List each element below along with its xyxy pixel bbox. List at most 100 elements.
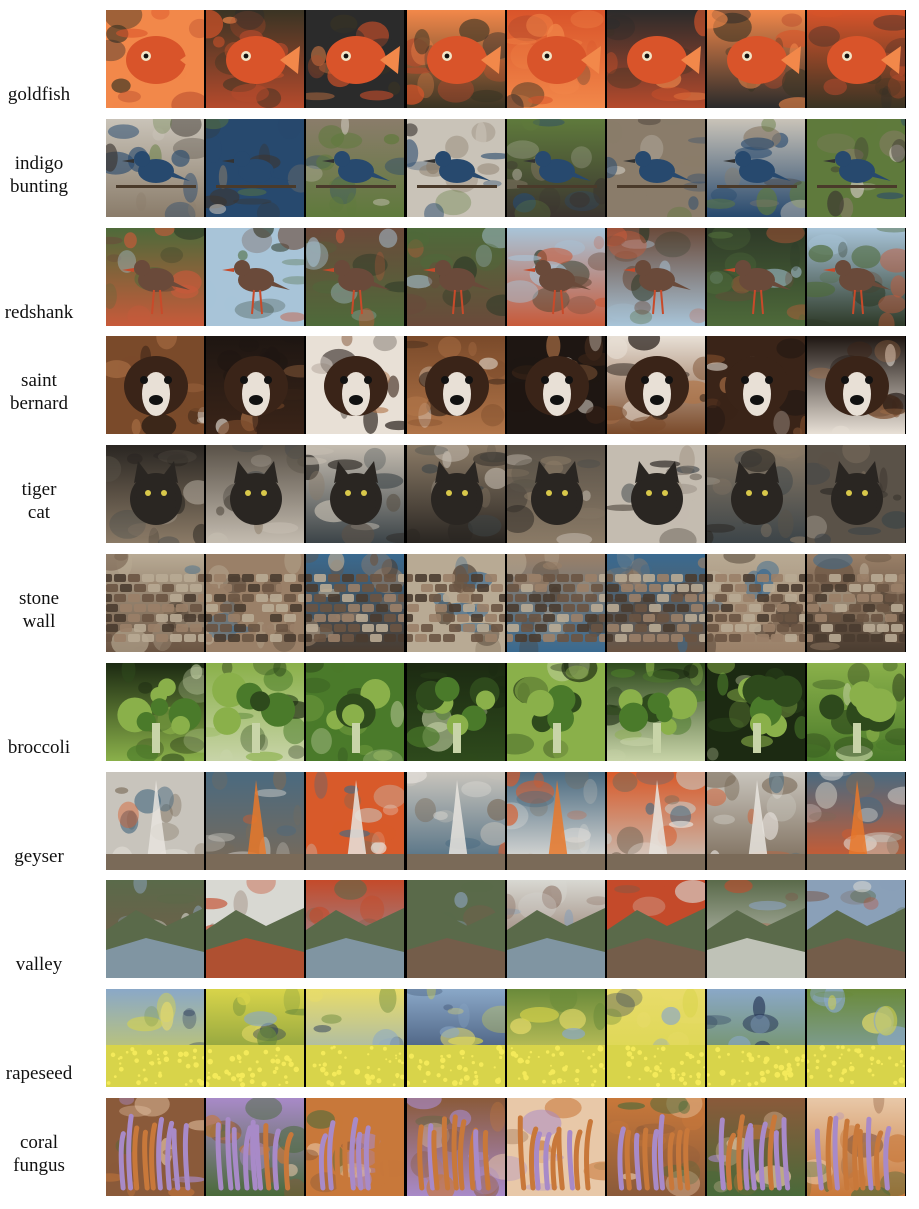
sample-image	[607, 554, 705, 652]
sample-tile	[406, 118, 505, 217]
class-label: geyser	[0, 772, 78, 870]
sample-image	[707, 227, 806, 326]
sample-tile	[807, 771, 906, 870]
sample-image	[506, 989, 605, 1088]
sample-image	[306, 662, 405, 761]
sample-tile	[707, 118, 806, 217]
class-label-line: stone	[18, 588, 60, 609]
sample-tile	[306, 771, 405, 870]
sample-tile	[506, 227, 605, 326]
sample-image	[807, 227, 906, 326]
sample-image	[506, 445, 605, 544]
sample-tile	[807, 554, 906, 652]
sample-image	[807, 445, 906, 544]
image-strip	[106, 989, 906, 1088]
class-label-line: wall	[22, 611, 56, 632]
sample-tile	[406, 554, 505, 652]
sample-tile	[306, 336, 405, 435]
class-row: goldfish	[0, 10, 919, 108]
sample-tile	[406, 336, 505, 435]
sample-image	[206, 118, 305, 217]
sample-image	[607, 989, 705, 1088]
sample-tile	[206, 445, 305, 544]
sample-tile	[306, 880, 405, 979]
sample-tile	[206, 10, 305, 108]
sample-image	[506, 662, 605, 761]
sample-image	[106, 227, 204, 326]
class-label-line: redshank	[4, 301, 74, 323]
sample-image	[206, 1098, 305, 1196]
sample-tile	[206, 554, 305, 652]
sample-image	[607, 227, 705, 326]
sample-tile	[206, 880, 305, 979]
sample-tile	[406, 10, 505, 108]
sample-tile	[607, 118, 705, 217]
sample-tile	[206, 118, 305, 217]
sample-image	[807, 554, 906, 652]
image-strip	[106, 118, 906, 217]
sample-image	[607, 1098, 705, 1196]
class-row: indigo bunting	[0, 118, 919, 217]
sample-tile	[406, 771, 505, 870]
sample-image	[607, 336, 705, 435]
sample-tile	[206, 1098, 305, 1196]
sample-image	[707, 445, 806, 544]
class-row: broccoli	[0, 662, 919, 761]
sample-image	[406, 771, 505, 870]
sample-tile	[707, 445, 806, 544]
sample-image	[506, 554, 605, 652]
class-row: rapeseed	[0, 989, 919, 1088]
sample-image	[406, 989, 505, 1088]
class-label-line: valley	[15, 954, 63, 976]
sample-image	[106, 118, 204, 217]
sample-tile	[306, 445, 405, 544]
sample-tile	[106, 662, 204, 761]
sample-tile	[607, 771, 705, 870]
sample-tile	[506, 662, 605, 761]
image-strip	[106, 1098, 906, 1196]
sample-tile	[707, 771, 806, 870]
sample-tile	[707, 336, 806, 435]
sample-tile	[306, 1098, 405, 1196]
sample-image	[807, 118, 906, 217]
class-label-line: cat	[27, 502, 51, 524]
sample-image	[707, 554, 806, 652]
sample-tile	[106, 227, 204, 326]
sample-tile	[506, 554, 605, 652]
sample-image	[807, 771, 906, 870]
sample-tile	[607, 880, 705, 979]
sample-image	[607, 771, 705, 870]
sample-tile	[607, 554, 705, 652]
sample-image	[406, 227, 505, 326]
sample-image	[306, 227, 405, 326]
sample-image	[406, 445, 505, 544]
sample-tile	[607, 662, 705, 761]
class-label-line: goldfish	[7, 84, 71, 105]
sample-tile	[306, 10, 405, 108]
image-strip	[106, 445, 906, 544]
image-strip	[106, 10, 906, 108]
sample-image	[306, 336, 405, 435]
sample-tile	[707, 989, 806, 1088]
sample-tile	[707, 227, 806, 326]
sample-tile	[106, 880, 204, 979]
class-label: rapeseed	[0, 989, 78, 1087]
sample-image	[206, 771, 305, 870]
class-label-line: fungus	[13, 1155, 65, 1176]
sample-image	[106, 880, 204, 979]
sample-image	[506, 1098, 605, 1196]
sample-image	[506, 336, 605, 435]
sample-image	[306, 1098, 405, 1196]
sample-image	[707, 880, 806, 979]
class-label: indigo bunting	[0, 119, 78, 217]
sample-tile	[607, 989, 705, 1088]
sample-image	[106, 10, 204, 108]
sample-tile	[106, 10, 204, 108]
class-label-line: geyser	[14, 845, 64, 867]
sample-tile	[106, 118, 204, 217]
sample-image	[206, 336, 305, 435]
sample-tile	[506, 118, 605, 217]
class-row: saint bernard	[0, 336, 919, 435]
class-label: saint bernard	[0, 336, 78, 434]
